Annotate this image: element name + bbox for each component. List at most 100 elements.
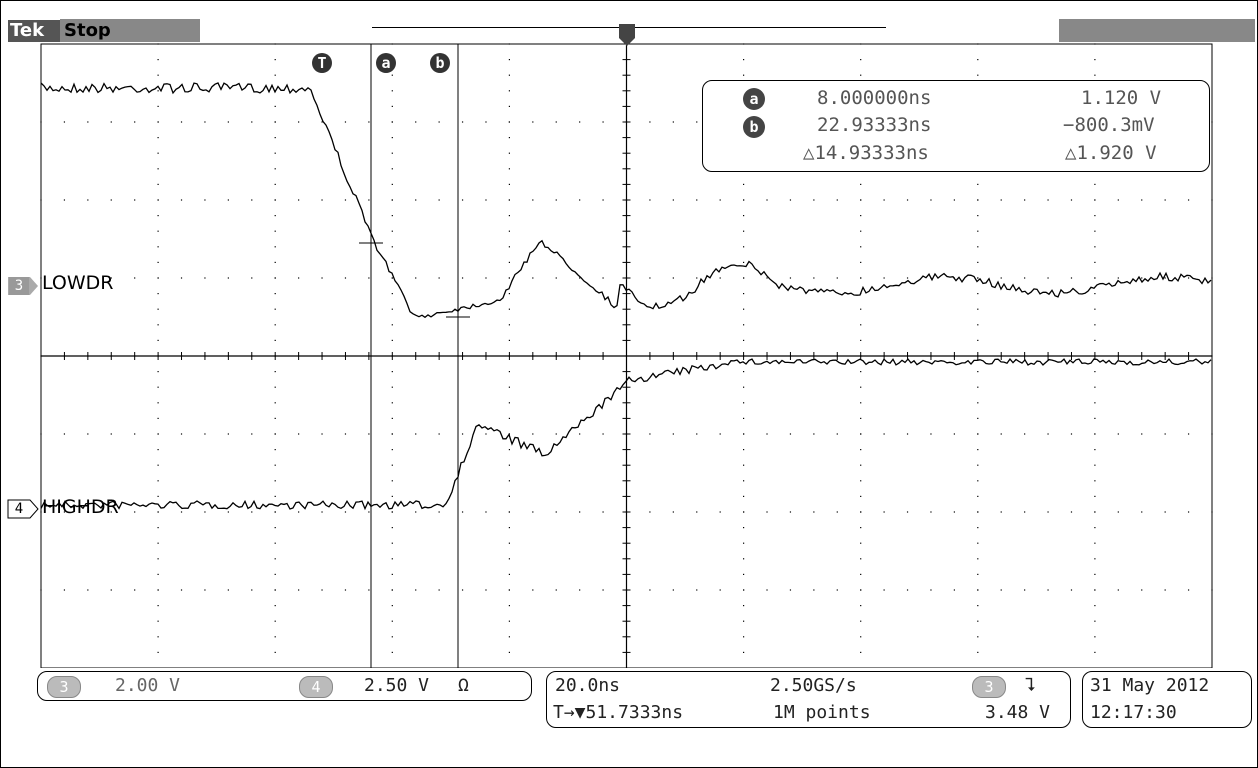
grid-dot bbox=[391, 558, 393, 560]
grid-dot bbox=[860, 495, 862, 497]
ch4-scale: 2.50 V bbox=[364, 675, 430, 696]
grid-dot bbox=[508, 339, 510, 341]
cursor-b-tag[interactable]: b bbox=[430, 53, 450, 73]
grid-dot bbox=[157, 605, 159, 607]
grid-dot bbox=[743, 277, 745, 279]
grid-dot bbox=[930, 511, 932, 513]
grid-dot bbox=[157, 573, 159, 575]
grid-dot bbox=[63, 511, 66, 513]
grid-dot bbox=[860, 636, 862, 638]
ch4-ground-marker[interactable] bbox=[7, 499, 39, 519]
grid-dot bbox=[743, 183, 745, 185]
grid-dot bbox=[813, 511, 815, 513]
grid-dot bbox=[391, 402, 393, 404]
grid-dot bbox=[1141, 277, 1143, 279]
grid-dot bbox=[157, 183, 159, 185]
grid-dot bbox=[251, 433, 253, 435]
grid-dot bbox=[743, 43, 745, 45]
grid-dot bbox=[743, 324, 745, 326]
grid-dot bbox=[274, 121, 276, 123]
grid-dot bbox=[1094, 74, 1096, 76]
ch4-badge: 4 bbox=[299, 676, 333, 698]
grid-dot bbox=[180, 199, 183, 201]
grid-dot bbox=[743, 74, 745, 76]
grid-dot bbox=[1094, 246, 1096, 248]
grid-dot bbox=[180, 121, 183, 123]
grid-dot bbox=[485, 589, 487, 591]
grid-dot bbox=[789, 511, 792, 513]
grid-dot bbox=[696, 589, 698, 591]
grid-dot bbox=[274, 215, 276, 217]
grid-dot bbox=[602, 199, 604, 201]
grid-dot bbox=[391, 573, 393, 575]
grid-dot bbox=[883, 589, 885, 591]
grid-dot bbox=[1164, 277, 1166, 279]
time: 12:17:30 bbox=[1090, 702, 1177, 723]
grid-dot bbox=[157, 43, 159, 45]
grid-dot bbox=[391, 433, 393, 435]
grid-dot bbox=[391, 324, 393, 326]
grid-dot bbox=[1117, 511, 1119, 513]
grid-dot bbox=[298, 589, 300, 591]
grid-dot bbox=[391, 90, 393, 92]
grid-dot bbox=[1094, 636, 1096, 638]
grid-dot bbox=[485, 199, 487, 201]
horizontal-trigger-panel[interactable]: 20.0ns 2.50GS/s 3 ⮧ T→▼51.7333ns 1M poin… bbox=[546, 671, 1071, 728]
grid-dot bbox=[391, 371, 393, 373]
grid-dot bbox=[977, 558, 979, 560]
grid-dot bbox=[274, 74, 276, 76]
grid-dot bbox=[953, 199, 955, 201]
grid-dot bbox=[1094, 277, 1096, 279]
grid-dot bbox=[1024, 589, 1026, 591]
grid-dot bbox=[1000, 511, 1002, 513]
measure-b-time: 22.93333ns bbox=[817, 114, 932, 136]
grid-dot bbox=[274, 293, 276, 295]
trigger-delay: T→▼51.7333ns bbox=[553, 702, 684, 723]
grid-dot bbox=[508, 230, 510, 232]
grid-dot bbox=[1187, 589, 1190, 591]
vertical-scale-panel[interactable]: 3 2.00 V 4 2.50 V Ω bbox=[37, 671, 532, 701]
sample-rate: 2.50GS/s bbox=[770, 675, 857, 696]
grid-dot bbox=[134, 199, 136, 201]
grid-dot bbox=[87, 277, 89, 279]
grid-dot bbox=[860, 183, 862, 185]
grid-dot bbox=[672, 589, 674, 591]
grid-dot bbox=[977, 651, 979, 653]
grid-dot bbox=[579, 589, 581, 591]
date: 31 May 2012 bbox=[1090, 675, 1210, 696]
grid-dot bbox=[508, 261, 510, 263]
grid-dot bbox=[1094, 542, 1096, 544]
grid-dot bbox=[157, 59, 159, 61]
grid-dot bbox=[321, 121, 323, 123]
grid-dot bbox=[1094, 433, 1096, 435]
ch3-badge: 3 bbox=[47, 676, 81, 698]
grid-dot bbox=[391, 308, 393, 310]
grid-dot bbox=[977, 402, 979, 404]
ch3-scale: 2.00 V bbox=[115, 675, 181, 696]
grid-dot bbox=[883, 199, 885, 201]
grid-dot bbox=[977, 605, 979, 607]
grid-dot bbox=[63, 589, 66, 591]
grid-dot bbox=[906, 511, 909, 513]
acquisition-status[interactable]: Stop bbox=[60, 19, 200, 42]
grid-dot bbox=[274, 371, 276, 373]
grid-dot bbox=[1094, 651, 1096, 653]
cursor-a-tag[interactable]: a bbox=[376, 53, 396, 73]
grid-dot bbox=[555, 199, 557, 201]
grid-dot bbox=[743, 433, 745, 435]
grid-dot bbox=[204, 199, 206, 201]
grid-dot bbox=[1094, 527, 1096, 529]
grid-dot bbox=[274, 152, 276, 154]
grid-dot bbox=[461, 589, 464, 591]
grid-dot bbox=[508, 605, 510, 607]
grid-dot bbox=[368, 121, 370, 123]
grid-dot bbox=[415, 589, 417, 591]
trigger-position-icon[interactable] bbox=[619, 24, 635, 46]
grid-dot bbox=[696, 433, 698, 435]
grid-dot bbox=[719, 433, 721, 435]
grid-dot bbox=[274, 605, 276, 607]
grid-dot bbox=[813, 199, 815, 201]
grid-dot bbox=[860, 449, 862, 451]
grid-dot bbox=[274, 527, 276, 529]
grid-dot bbox=[532, 121, 534, 123]
